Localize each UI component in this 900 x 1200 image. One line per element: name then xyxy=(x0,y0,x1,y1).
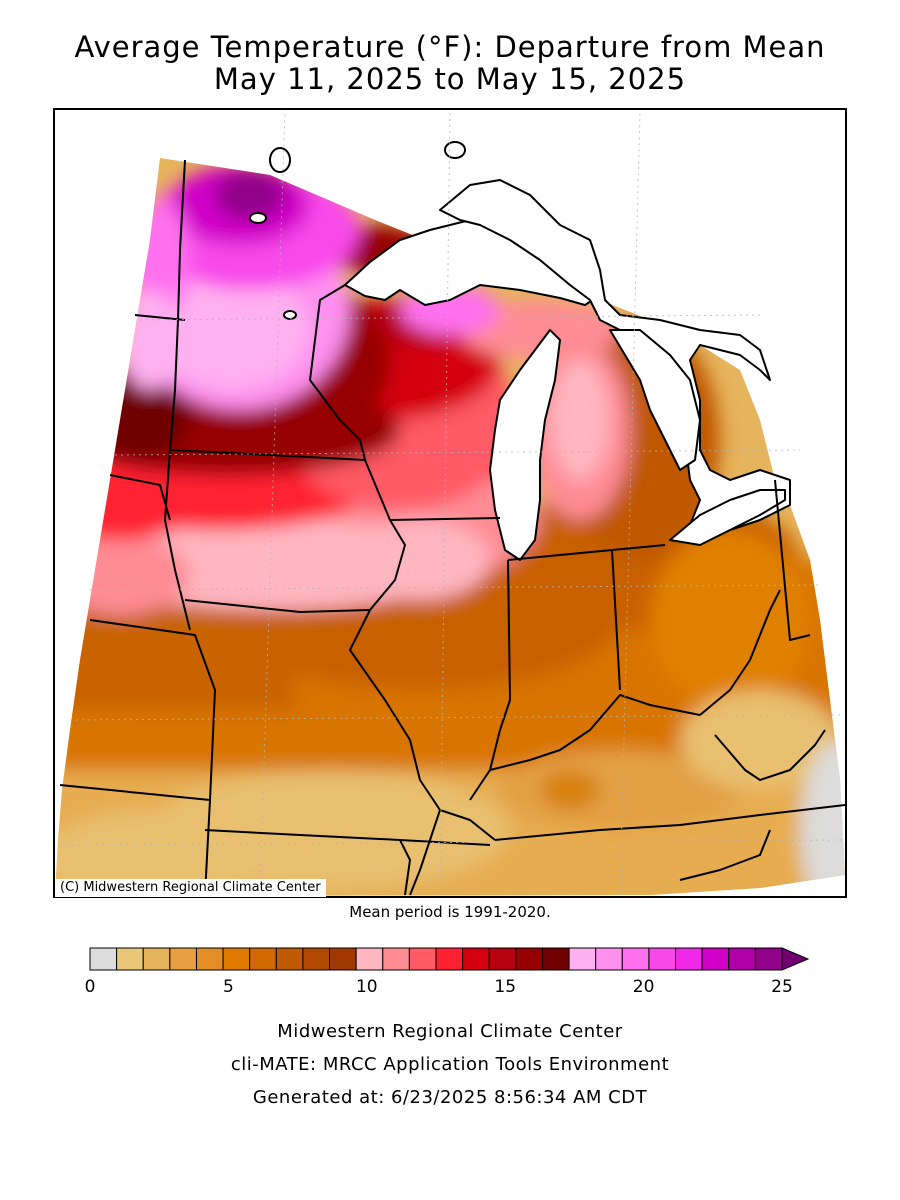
legend-swatch xyxy=(621,947,650,971)
footer-organization: Midwestern Regional Climate Center xyxy=(277,1021,623,1042)
legend-swatch xyxy=(89,947,118,971)
legend-tick-label: 15 xyxy=(494,977,516,997)
legend-tick-label: 25 xyxy=(771,977,793,997)
legend-tick-label: 5 xyxy=(223,977,234,997)
lat-lon-grid xyxy=(59,110,845,896)
legend-swatch xyxy=(728,947,756,971)
mean-period-note: Mean period is 1991-2020. xyxy=(349,903,551,921)
legend-swatch xyxy=(116,947,144,971)
legend-swatch xyxy=(595,947,623,971)
legend-tick-label: 0 xyxy=(85,977,96,997)
temperature-departure-map xyxy=(55,110,845,896)
legend-overflow-arrow xyxy=(781,947,810,971)
legend-swatch xyxy=(329,947,357,971)
map-title: Average Temperature (°F): Departure from… xyxy=(74,30,826,64)
legend-swatch xyxy=(222,947,251,971)
legend-swatch xyxy=(355,947,384,971)
legend-swatch xyxy=(568,947,597,971)
legend-swatch xyxy=(408,947,437,971)
legend-swatch xyxy=(249,947,277,971)
legend-swatch xyxy=(169,947,197,971)
map-subtitle-date-range: May 11, 2025 to May 15, 2025 xyxy=(213,62,687,96)
footer-application: cli-MATE: MRCC Application Tools Environ… xyxy=(230,1054,670,1075)
legend-swatches xyxy=(89,947,810,971)
legend-swatch xyxy=(302,947,331,971)
legend-swatch xyxy=(675,947,703,971)
legend-swatch xyxy=(515,947,543,971)
legend-swatch xyxy=(488,947,517,971)
legend-swatch xyxy=(754,947,783,971)
footer-generated-timestamp: Generated at: 6/23/2025 8:56:34 AM CDT xyxy=(252,1087,648,1108)
legend-ticks: 0 5 10 15 20 25 xyxy=(85,977,793,997)
lakes-and-canada xyxy=(249,141,791,561)
legend-swatch xyxy=(382,947,410,971)
legend-swatch xyxy=(195,947,224,971)
legend-swatch xyxy=(462,947,490,971)
legend-swatch xyxy=(275,947,304,971)
legend-swatch xyxy=(701,947,730,971)
color-scale-legend: 0 5 10 15 20 25 xyxy=(85,947,810,997)
copyright-label: (C) Midwestern Regional Climate Center xyxy=(55,879,326,897)
legend-swatch xyxy=(648,947,677,971)
legend-swatch xyxy=(142,947,171,971)
legend-tick-label: 20 xyxy=(633,977,655,997)
map-frame xyxy=(53,108,847,898)
legend-swatch xyxy=(541,947,570,971)
legend-tick-label: 10 xyxy=(356,977,378,997)
legend-swatch xyxy=(435,947,464,971)
